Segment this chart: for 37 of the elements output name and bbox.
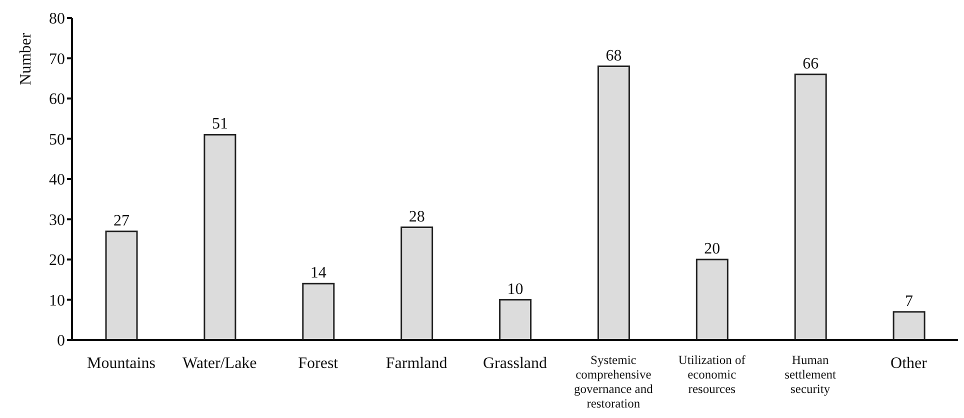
bar	[302, 282, 335, 340]
bar	[499, 299, 532, 340]
x-tick-label: Mountains	[86, 355, 156, 372]
y-tick-label: 40	[49, 172, 65, 189]
y-tick-label: 70	[49, 50, 65, 68]
y-axis-title: Number	[17, 32, 34, 86]
bar	[204, 134, 236, 340]
x-tick-label: Farmland	[386, 355, 448, 372]
y-tick-label: 20	[49, 252, 65, 270]
x-tick-label: Grassland	[483, 355, 547, 372]
x-tick-label: Systemic comprehensive governance and restoration	[574, 353, 654, 410]
data-label: 10	[507, 280, 524, 298]
data-label: 7	[905, 292, 914, 310]
bar	[597, 66, 630, 340]
bar	[794, 74, 827, 340]
x-tick-label: Water/Lake	[182, 355, 257, 372]
x-tick-label: Human settlement security	[784, 353, 837, 396]
y-tick-label: 60	[49, 91, 65, 108]
x-tick-label: Other	[890, 355, 928, 372]
data-label: 14	[310, 264, 326, 282]
data-label: 68	[606, 47, 622, 64]
y-tick-label: 0	[57, 332, 65, 350]
bar	[696, 258, 728, 340]
bar	[105, 230, 138, 340]
data-label: 51	[212, 116, 228, 133]
x-tick-label: Utilization of economic resources	[678, 353, 746, 396]
y-tick-label: 80	[49, 10, 65, 28]
data-label: 28	[408, 208, 425, 226]
data-label: 20	[704, 240, 720, 258]
y-tick-label: 10	[49, 292, 65, 310]
y-tick-label: 30	[49, 212, 65, 229]
bar	[892, 311, 926, 340]
data-label: 66	[802, 55, 819, 72]
x-tick-label: Forest	[298, 355, 339, 372]
bar	[400, 226, 434, 340]
y-tick-label: 50	[49, 131, 65, 148]
data-label: 27	[114, 212, 130, 230]
